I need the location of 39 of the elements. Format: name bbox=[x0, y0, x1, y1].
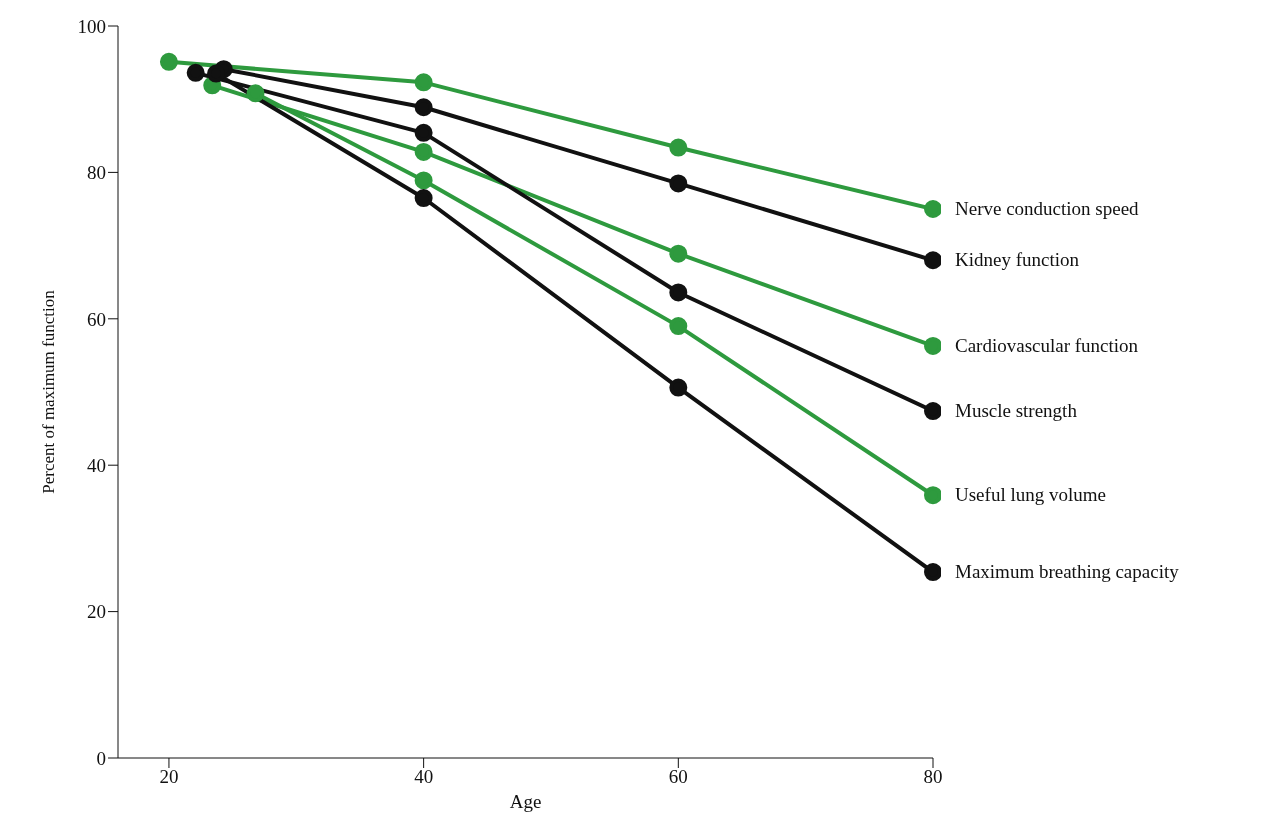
series-label: Cardiovascular function bbox=[955, 334, 1139, 356]
point bbox=[924, 563, 941, 582]
y-tick-label: 100 bbox=[77, 15, 106, 37]
x-tick-label: 80 bbox=[923, 766, 943, 788]
series-label: Nerve conduction speed bbox=[955, 198, 1140, 219]
point bbox=[669, 138, 688, 157]
point bbox=[159, 52, 178, 71]
y-tick-label: 40 bbox=[87, 454, 106, 476]
y-tick-label: 60 bbox=[87, 308, 106, 330]
point bbox=[414, 142, 433, 161]
point bbox=[414, 123, 433, 142]
point bbox=[924, 402, 941, 421]
x-tick-label: 60 bbox=[668, 766, 688, 788]
series-label: Maximum breathing capacity bbox=[955, 561, 1180, 583]
point bbox=[669, 378, 688, 397]
point bbox=[186, 63, 205, 82]
point bbox=[924, 251, 941, 270]
y-tick-label: 20 bbox=[87, 601, 106, 623]
point bbox=[414, 171, 433, 190]
point bbox=[924, 486, 941, 505]
point bbox=[414, 98, 433, 117]
x-tick-label: 20 bbox=[159, 766, 179, 788]
point bbox=[669, 174, 688, 193]
point bbox=[924, 200, 941, 218]
x-axis-title: Age bbox=[509, 791, 542, 812]
y-tick-label: 0 bbox=[96, 747, 106, 769]
series-label: Muscle strength bbox=[955, 400, 1078, 422]
x-tick-label: 40 bbox=[414, 766, 434, 788]
point bbox=[414, 189, 433, 208]
point bbox=[669, 283, 688, 302]
point bbox=[246, 84, 265, 103]
point bbox=[414, 73, 433, 92]
y-tick-label: 80 bbox=[87, 162, 106, 184]
point bbox=[669, 317, 688, 336]
point bbox=[669, 244, 688, 263]
series-label: Useful lung volume bbox=[955, 484, 1106, 506]
series-label: Kidney function bbox=[955, 249, 1080, 271]
point bbox=[924, 336, 941, 355]
y-axis-title: Percent of maximum function bbox=[39, 289, 59, 494]
